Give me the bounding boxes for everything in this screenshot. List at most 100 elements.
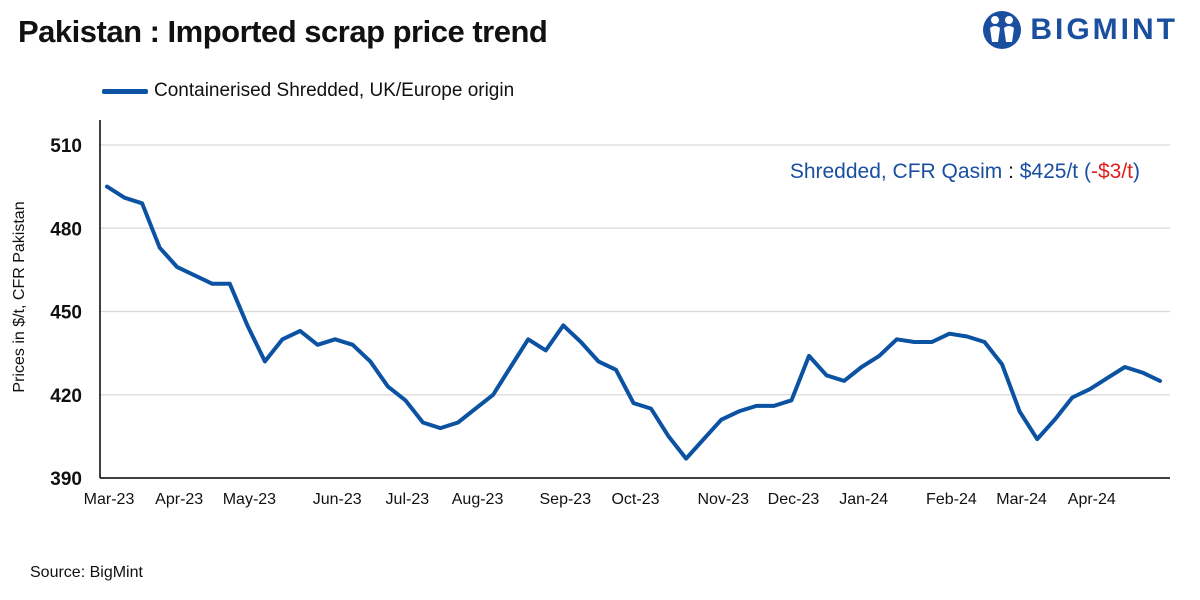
legend-swatch	[102, 88, 148, 94]
data-point	[333, 337, 337, 341]
data-point	[456, 420, 460, 425]
y-tick-label: 450	[50, 303, 82, 324]
x-tick-label: Oct-23	[611, 491, 659, 508]
data-point	[561, 323, 565, 327]
data-point	[649, 407, 653, 411]
bigmint-logo: BIGMINT	[982, 8, 1178, 52]
data-point	[807, 354, 811, 358]
data-point	[596, 359, 601, 364]
data-point	[386, 384, 390, 389]
x-tick-labels: Mar-23 Apr-23 May-23 Jun-23 Jul-23 Aug-23 Sep-…	[84, 491, 1116, 508]
data-point	[368, 359, 372, 364]
data-point	[1140, 370, 1145, 375]
data-point	[298, 329, 302, 333]
data-point	[965, 334, 969, 339]
y-tick-label: 420	[50, 386, 82, 407]
data-point	[1158, 379, 1162, 383]
data-point	[122, 196, 127, 200]
data-point	[1018, 409, 1022, 413]
data-point	[473, 407, 478, 411]
data-point	[175, 265, 179, 269]
x-tick-label: Apr-23	[155, 491, 203, 508]
price-annotation: Shredded, CFR Qasim : $425/t (-$3/t)	[790, 160, 1140, 183]
data-point	[438, 426, 443, 430]
data-point	[228, 282, 232, 286]
data-point	[509, 365, 513, 369]
x-tick-label: Dec-23	[768, 491, 820, 508]
data-point	[1105, 376, 1109, 380]
x-tick-label: Mar-23	[84, 491, 135, 508]
y-tick-label: 510	[50, 136, 82, 157]
data-point	[895, 337, 899, 341]
data-point	[754, 404, 758, 408]
data-point	[316, 343, 320, 347]
data-point	[1123, 365, 1127, 369]
x-tick-label: May-23	[223, 491, 276, 508]
data-point	[1053, 418, 1057, 422]
data-point	[789, 398, 794, 402]
chart-title: Pakistan : Imported scrap price trend	[18, 14, 548, 49]
data-point	[544, 348, 548, 352]
data-point	[860, 365, 864, 369]
y-axis-label: Prices in $/t, CFR Pakistan	[11, 201, 28, 392]
data-point	[614, 368, 618, 372]
data-point	[684, 456, 688, 461]
data-point	[526, 337, 530, 341]
y-tick-label: 390	[50, 469, 82, 490]
people-icon	[983, 11, 1022, 49]
legend: Containerised Shredded, UK/Europe origin	[102, 80, 514, 102]
data-point	[824, 373, 829, 377]
data-point	[947, 332, 952, 336]
data-point	[158, 246, 162, 250]
data-point	[245, 323, 249, 327]
series-points	[105, 185, 1162, 461]
data-point	[842, 379, 846, 383]
x-tick-label: Mar-24	[996, 491, 1047, 508]
x-tick-label: Aug-23	[452, 491, 504, 508]
x-tick-label: Apr-24	[1068, 491, 1116, 508]
data-point	[140, 201, 144, 205]
data-point	[210, 282, 214, 286]
data-point	[912, 340, 916, 344]
data-point	[1070, 395, 1074, 400]
data-point	[737, 409, 741, 413]
data-point	[631, 401, 636, 405]
data-point	[772, 404, 776, 408]
data-point	[403, 398, 407, 402]
data-point	[1035, 437, 1039, 441]
annotation-price: $425/t	[1020, 160, 1079, 183]
annotation-open: (	[1078, 160, 1091, 183]
data-point	[263, 359, 267, 364]
logo-text: BIGMINT	[1030, 13, 1178, 46]
data-point	[877, 354, 881, 358]
x-tick-label: Sep-23	[540, 491, 592, 508]
x-tick-label: Nov-23	[697, 491, 749, 508]
x-tick-label: Jul-23	[386, 491, 430, 508]
x-tick-label: Jan-24	[839, 491, 888, 508]
legend-label: Containerised Shredded, UK/Europe origin	[154, 80, 515, 101]
data-point	[280, 337, 285, 341]
annotation-close: )	[1133, 160, 1140, 183]
data-point	[667, 434, 671, 438]
grid-lines	[99, 120, 1170, 479]
annotation-change: -$3/t	[1091, 160, 1133, 183]
data-point	[421, 420, 425, 425]
data-point	[105, 185, 109, 189]
series-line-shredded	[105, 184, 1162, 461]
data-point	[702, 437, 706, 441]
data-point	[351, 343, 355, 347]
x-tick-label: Jun-23	[313, 491, 362, 508]
y-tick-labels: 390 420 450 480 510	[50, 136, 82, 490]
data-point	[579, 340, 583, 344]
data-point	[982, 340, 987, 344]
data-point	[491, 393, 495, 397]
data-point	[719, 418, 723, 422]
source-note: Source: BigMint	[30, 564, 143, 581]
data-point	[930, 340, 934, 344]
x-tick-label: Feb-24	[926, 491, 977, 508]
data-point	[1088, 387, 1092, 391]
data-point	[193, 273, 197, 278]
annotation-label: Shredded, CFR Qasim	[790, 160, 1002, 183]
y-tick-label: 480	[50, 219, 82, 240]
